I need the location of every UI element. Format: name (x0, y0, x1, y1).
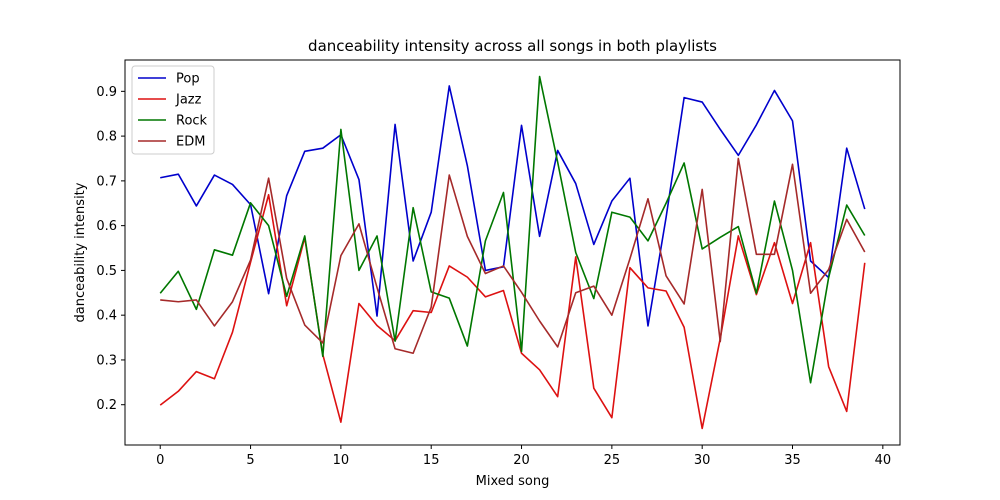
y-axis-ticks: 0.2 0.3 0.4 0.5 0.6 0.7 0.8 0.9 (96, 85, 125, 413)
chart-title: danceability intensity across all songs … (308, 37, 717, 55)
y-tick-label: 0.8 (96, 130, 117, 145)
y-tick-label: 0.3 (96, 353, 117, 368)
legend-label-edm: EDM (176, 135, 205, 150)
legend-label-pop: Pop (176, 72, 200, 87)
x-tick-label: 15 (423, 453, 440, 468)
legend-label-jazz: Jazz (175, 93, 202, 108)
y-tick-label: 0.5 (96, 264, 117, 279)
legend: Pop Jazz Rock EDM (131, 65, 215, 155)
x-tick-label: 0 (156, 453, 164, 468)
y-tick-label: 0.2 (96, 398, 117, 413)
series-line-jazz (159, 193, 866, 430)
x-tick-label: 5 (246, 453, 254, 468)
series-line-pop (160, 85, 866, 327)
series-line-edm (160, 157, 866, 355)
x-tick-label: 30 (694, 453, 711, 468)
x-tick-label: 40 (875, 453, 892, 468)
legend-frame (131, 65, 215, 155)
x-tick-label: 35 (784, 453, 801, 468)
series-line-rock (159, 75, 866, 384)
x-tick-label: 25 (604, 453, 621, 468)
plot-frame (124, 59, 901, 446)
legend-label-rock: Rock (176, 114, 208, 129)
series-lines (159, 75, 866, 430)
x-axis-label: Mixed song (476, 474, 550, 489)
y-tick-label: 0.7 (96, 174, 117, 189)
y-axis-label: danceability intensity (73, 182, 88, 322)
y-tick-label: 0.4 (96, 309, 117, 324)
y-tick-label: 0.9 (96, 85, 117, 100)
x-axis-ticks: 0 5 10 15 20 25 30 35 40 (156, 445, 891, 468)
y-tick-label: 0.6 (96, 219, 117, 234)
x-tick-label: 20 (513, 453, 530, 468)
x-tick-label: 10 (333, 453, 350, 468)
